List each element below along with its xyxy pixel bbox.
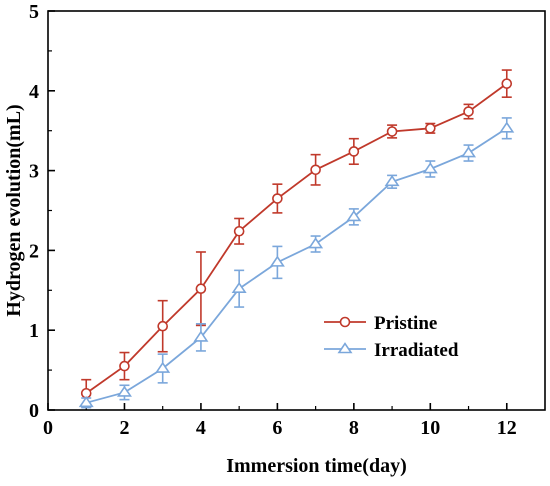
y-tick-label: 0 [29, 400, 39, 422]
data-point-irradiated [116, 385, 132, 397]
data-point-irradiated [499, 121, 515, 133]
y-tick-label: 2 [29, 240, 39, 262]
data-point-pristine [425, 123, 436, 134]
data-point-pristine [272, 193, 283, 204]
data-layer [78, 69, 515, 409]
legend-marker-pristine [339, 316, 351, 328]
x-tick-label: 8 [349, 417, 359, 439]
data-point-irradiated [384, 174, 400, 187]
data-point-irradiated [422, 162, 438, 174]
y-tick-label: 1 [29, 320, 39, 342]
data-point-pristine [501, 78, 513, 89]
data-point-pristine [463, 106, 474, 117]
x-tick-label: 2 [119, 417, 129, 439]
data-point-irradiated [231, 281, 247, 294]
y-tick-label: 4 [29, 81, 39, 103]
data-point-irradiated [461, 146, 477, 158]
data-point-pristine [386, 126, 398, 137]
data-point-pristine [157, 320, 168, 332]
x-axis-title: Immersion time(day) [226, 455, 407, 477]
x-tick-label: 4 [196, 417, 206, 439]
data-point-irradiated [155, 361, 171, 373]
legend-marker-irradiated [337, 342, 353, 354]
y-tick-label: 5 [29, 1, 39, 23]
legend: Pristine Irradiated [324, 313, 459, 361]
series-pristine [80, 69, 513, 408]
series-irradiated [78, 117, 515, 409]
data-point-irradiated [269, 255, 285, 267]
legend-label-pristine: Pristine [374, 313, 437, 334]
data-point-irradiated [308, 237, 324, 249]
data-point-irradiated [346, 210, 362, 222]
data-point-irradiated [193, 330, 209, 342]
data-point-irradiated [78, 395, 94, 408]
y-axis-title: Hydrogen evolution(mL) [3, 104, 25, 316]
legend-label-irradiated: Irradiated [374, 340, 459, 361]
data-point-pristine [119, 360, 130, 372]
series-line-pristine [85, 82, 508, 394]
x-tick-label: 0 [43, 417, 53, 439]
data-point-pristine [348, 146, 360, 157]
x-tick-label: 6 [272, 417, 282, 439]
data-point-pristine [233, 225, 245, 237]
y-tick-label: 3 [29, 161, 39, 183]
data-point-pristine [310, 164, 321, 176]
data-point-pristine [195, 283, 207, 295]
x-tick-label: 12 [497, 417, 517, 439]
x-tick-label: 10 [420, 417, 440, 439]
plot-frame [47, 10, 546, 411]
series-line-irradiated [85, 127, 508, 404]
